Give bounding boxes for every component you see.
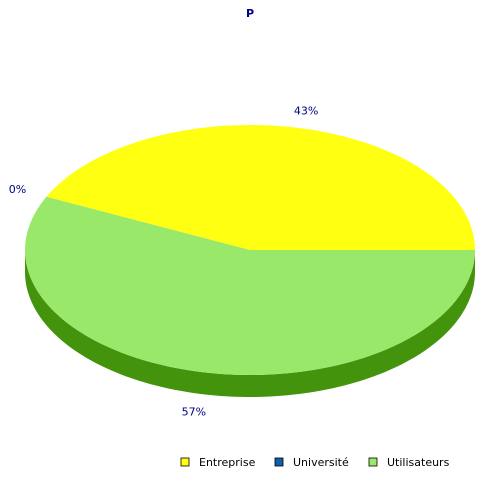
legend-label-utilisateurs: Utilisateurs xyxy=(387,456,450,469)
legend: Entreprise Université Utilisateurs xyxy=(180,456,450,469)
pie-side-group xyxy=(25,250,475,397)
pie-slice-entreprise xyxy=(46,124,475,250)
pie-labels-group: 43% 0% 57% xyxy=(9,104,319,418)
pie-slice-utilisateurs xyxy=(25,196,475,375)
legend-swatch-entreprise xyxy=(180,457,190,467)
legend-item-entreprise: Entreprise xyxy=(180,456,256,469)
pie-top-group xyxy=(25,124,475,375)
pie-side-utilisateurs xyxy=(25,250,475,397)
chart-title: P xyxy=(246,7,254,20)
legend-item-utilisateurs: Utilisateurs xyxy=(368,456,450,469)
legend-label-universite: Université xyxy=(293,456,349,469)
legend-swatch-utilisateurs xyxy=(368,457,378,467)
legend-swatch-universite xyxy=(274,457,284,467)
legend-item-universite: Université xyxy=(274,456,349,469)
pie-label-universite: 0% xyxy=(9,183,26,196)
pie-label-entreprise: 43% xyxy=(294,104,318,117)
legend-label-entreprise: Entreprise xyxy=(199,456,256,469)
pie-label-utilisateurs: 57% xyxy=(182,406,206,419)
